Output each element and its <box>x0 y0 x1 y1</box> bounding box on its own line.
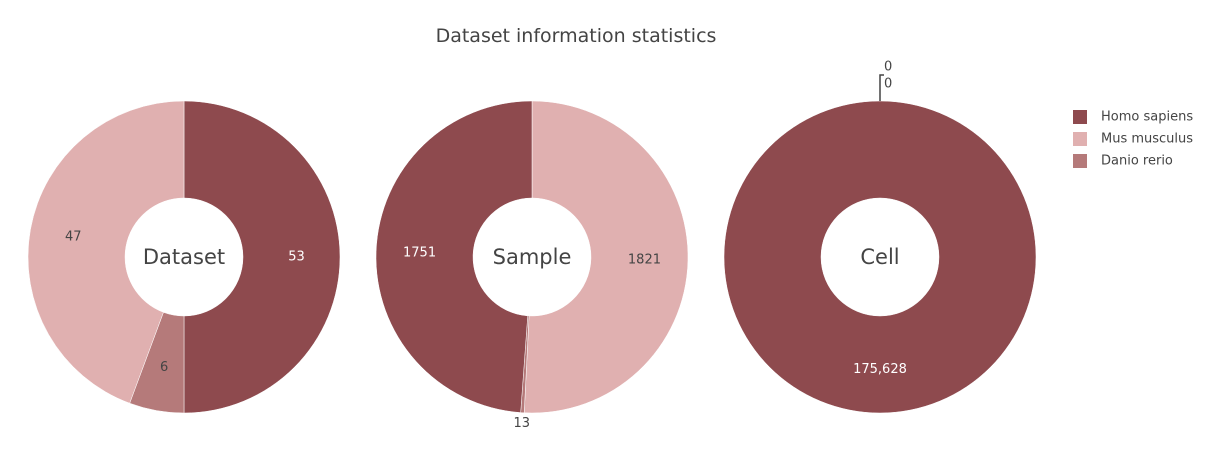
donut-charts: 53 6 47 Dataset 1821 13 1751 Sample 175,628 0 0 Cel… <box>27 60 1037 431</box>
donut-cell: 175,628 0 0 Cell <box>723 60 1037 414</box>
zero-slice-leader-line <box>879 74 884 101</box>
legend-item-danio-rerio[interactable]: Danio rerio <box>1073 154 1173 169</box>
center-label-cell: Cell <box>860 245 899 269</box>
slice-dataset-homo-sapiens[interactable] <box>183 100 341 414</box>
legend-swatch-homo-sapiens <box>1073 110 1087 124</box>
donut-dataset: 53 6 47 Dataset <box>27 100 341 414</box>
slice-sample-homo-sapiens[interactable] <box>375 100 533 413</box>
slice-sample-mus-musculus[interactable] <box>523 100 689 414</box>
legend-swatch-danio-rerio <box>1073 154 1087 168</box>
center-label-sample: Sample <box>493 245 572 269</box>
legend-label-danio-rerio: Danio rerio <box>1101 154 1173 169</box>
legend-item-mus-musculus[interactable]: Mus musculus <box>1073 132 1193 147</box>
slice-label-sample-danio-rerio: 13 <box>513 416 530 431</box>
slice-label-dataset-danio-rerio: 6 <box>160 360 168 375</box>
slice-label-cell-mus-musculus: 0 <box>884 60 892 75</box>
slice-label-dataset-homo-sapiens: 53 <box>288 250 305 265</box>
chart-title: Dataset information statistics <box>436 25 717 47</box>
legend-swatch-mus-musculus <box>1073 132 1087 146</box>
slice-label-cell-danio-rerio: 0 <box>884 77 892 92</box>
slice-label-sample-homo-sapiens: 1751 <box>403 245 436 260</box>
center-label-dataset: Dataset <box>143 245 225 269</box>
donut-sample: 1821 13 1751 Sample <box>375 100 689 431</box>
legend[interactable]: Homo sapiens Mus musculus Danio rerio <box>1073 110 1193 169</box>
slice-label-dataset-mus-musculus: 47 <box>65 230 82 245</box>
slice-label-sample-mus-musculus: 1821 <box>628 252 661 267</box>
slice-dataset-mus-musculus[interactable] <box>27 100 185 404</box>
slice-label-cell-homo-sapiens: 175,628 <box>853 362 907 377</box>
legend-label-homo-sapiens: Homo sapiens <box>1101 110 1193 125</box>
legend-label-mus-musculus: Mus musculus <box>1101 132 1193 147</box>
legend-item-homo-sapiens[interactable]: Homo sapiens <box>1073 110 1193 125</box>
slice-cell-homo-sapiens[interactable] <box>723 100 1037 414</box>
